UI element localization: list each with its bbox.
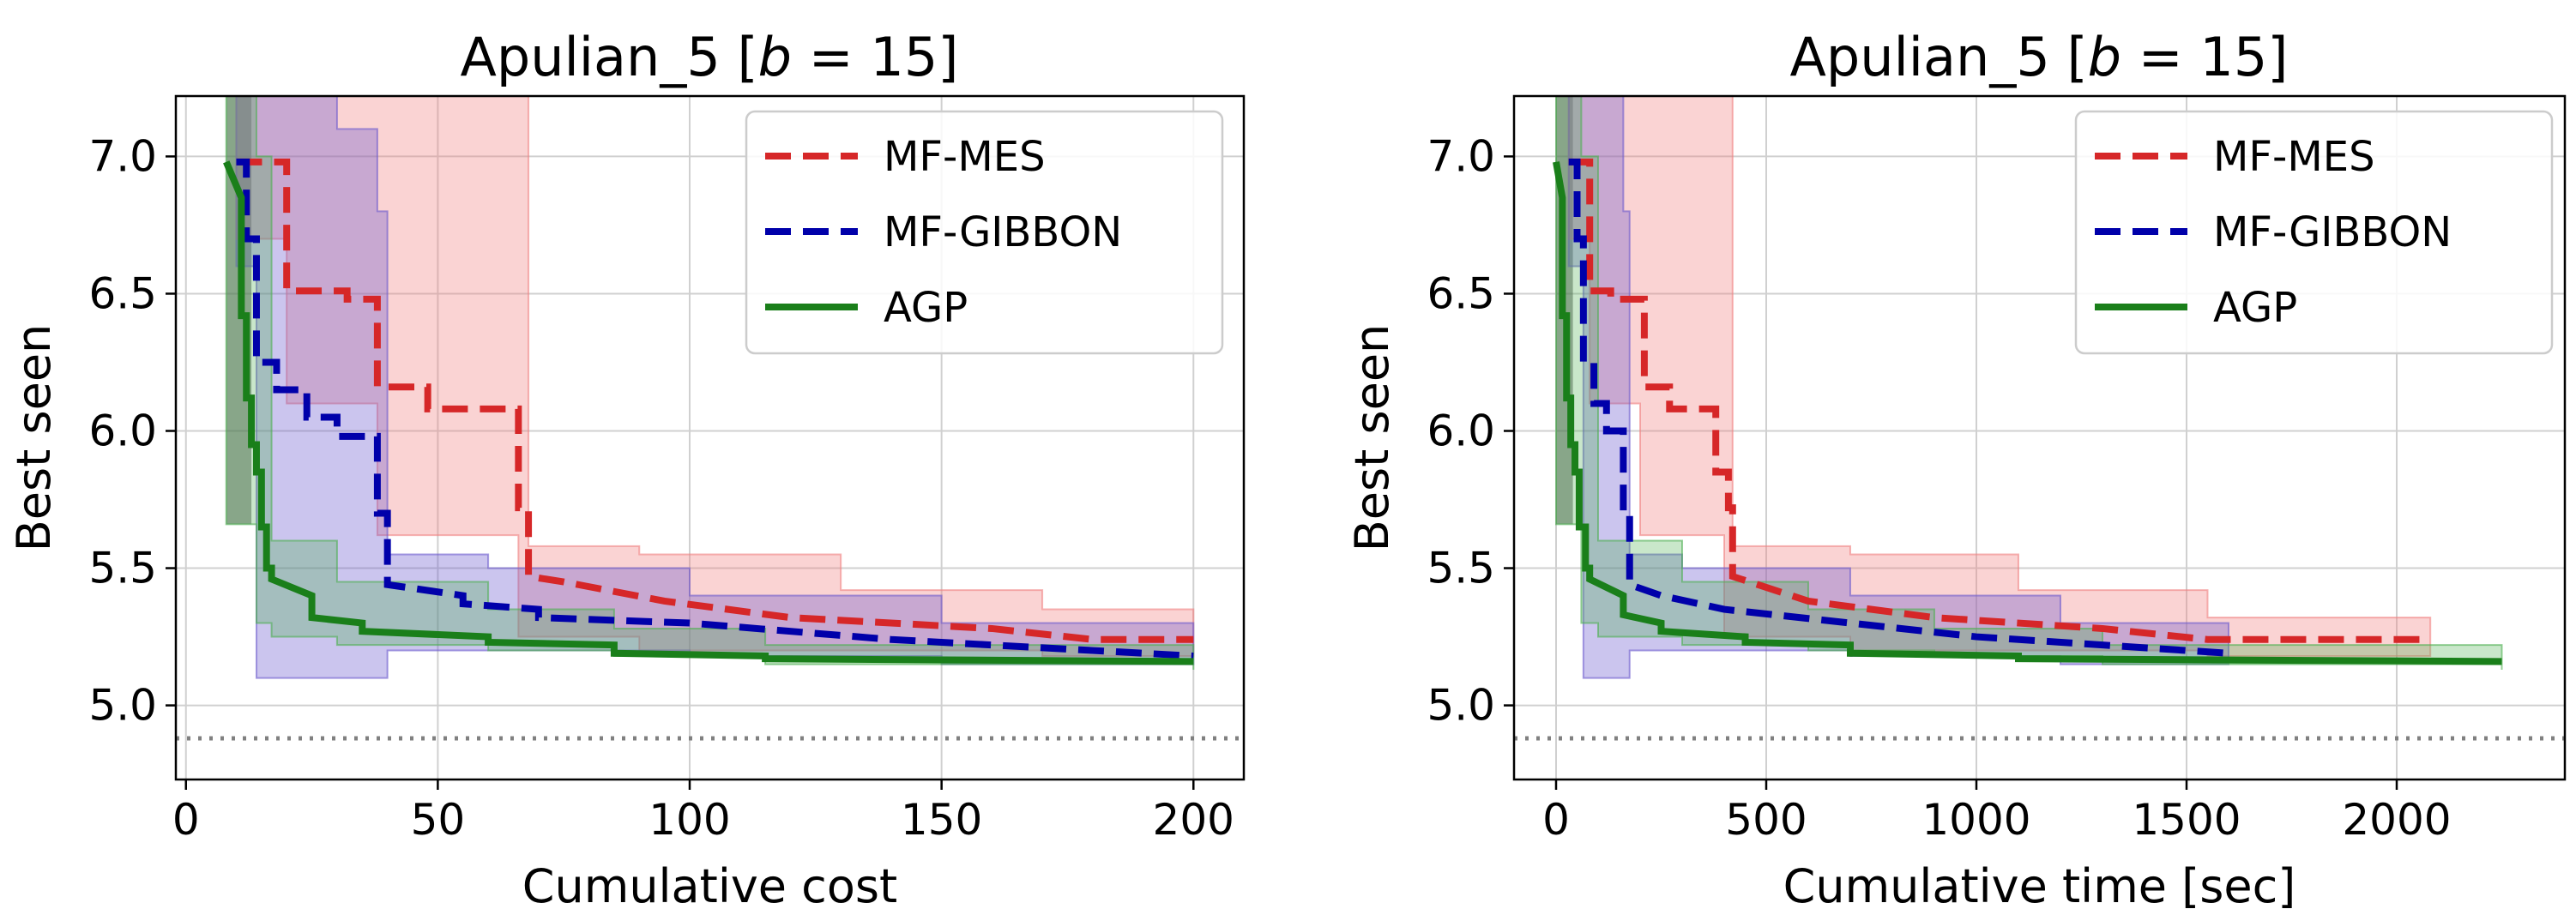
legend: MF-MES MF-GIBBON AGP: [745, 110, 1224, 355]
chart-title: Apulian_5 [b = 15]: [461, 26, 959, 88]
y-tick-label: 5.5: [88, 544, 157, 593]
x-tick-label: 1000: [1921, 795, 2030, 845]
y-tick-label: 5.0: [88, 681, 157, 731]
x-tick-label: 100: [649, 795, 730, 845]
x-tick-label: 1500: [2132, 795, 2241, 845]
legend-label-agp: AGP: [884, 284, 968, 332]
y-tick-label: 6.5: [88, 268, 157, 318]
y-tick-label: 6.0: [88, 406, 157, 455]
confidence-band-mf-mes: [1567, 96, 2432, 657]
x-tick-label: 150: [901, 795, 982, 845]
series-line-mf-gibbon: [1568, 158, 2229, 657]
legend: MF-MES MF-GIBBON AGP: [2074, 110, 2554, 355]
confidence-band-agp: [1555, 96, 2503, 670]
x-axis-label: Cumulative cost: [522, 859, 897, 913]
plot-area: [223, 96, 1195, 679]
series-line-mf-gibbon: [236, 158, 1194, 659]
x-tick-label: 500: [1725, 795, 1807, 845]
left-chart-panel: 0 50 100 150 200 5.0 5.5 6.0 6.5 7.0 Cumulative co…: [7, 26, 1246, 913]
x-tick-label: 200: [1153, 795, 1234, 845]
legend-box: [2074, 110, 2554, 355]
plot-area: [1553, 96, 2503, 679]
x-tick-label: 50: [411, 795, 466, 845]
legend-label-mf-mes: MF-MES: [884, 133, 1046, 181]
y-axis-label: Best seen: [1345, 324, 1399, 552]
x-tick-label: 0: [172, 795, 200, 845]
plot-frame: [174, 94, 1246, 781]
y-tick-label: 6.5: [1427, 268, 1495, 318]
y-tick-label: 6.0: [1427, 406, 1495, 455]
legend-label-mf-mes: MF-MES: [2213, 133, 2375, 181]
y-tick-label: 7.0: [88, 131, 157, 181]
x-tick-label: 0: [1542, 795, 1570, 845]
series-line-agp: [1553, 161, 2502, 665]
series-line-mf-mes: [1568, 158, 2431, 643]
x-axis-label: Cumulative time [sec]: [1783, 859, 2296, 913]
x-tick-label: 2000: [2342, 795, 2451, 845]
confidence-band-agp: [225, 96, 1195, 670]
y-axis-label: Best seen: [7, 324, 61, 552]
right-chart-panel: 0 500 1000 1500 2000 5.0 5.5 6.0 6.5 7.0 Cumulativ…: [1345, 26, 2567, 913]
y-tick-label: 5.5: [1427, 544, 1495, 593]
legend-label-mf-gibbon: MF-GIBBON: [884, 208, 1122, 256]
legend-label-mf-gibbon: MF-GIBBON: [2213, 208, 2452, 256]
y-tick-label: 5.0: [1427, 681, 1495, 731]
series-line-agp: [223, 160, 1194, 665]
chart-title: Apulian_5 [b = 15]: [1790, 26, 2289, 88]
legend-label-agp: AGP: [2213, 284, 2297, 332]
plot-frame: [1512, 94, 2567, 781]
series-line-mf-mes: [236, 158, 1194, 643]
y-tick-label: 7.0: [1427, 131, 1495, 181]
legend-box: [745, 110, 1224, 355]
